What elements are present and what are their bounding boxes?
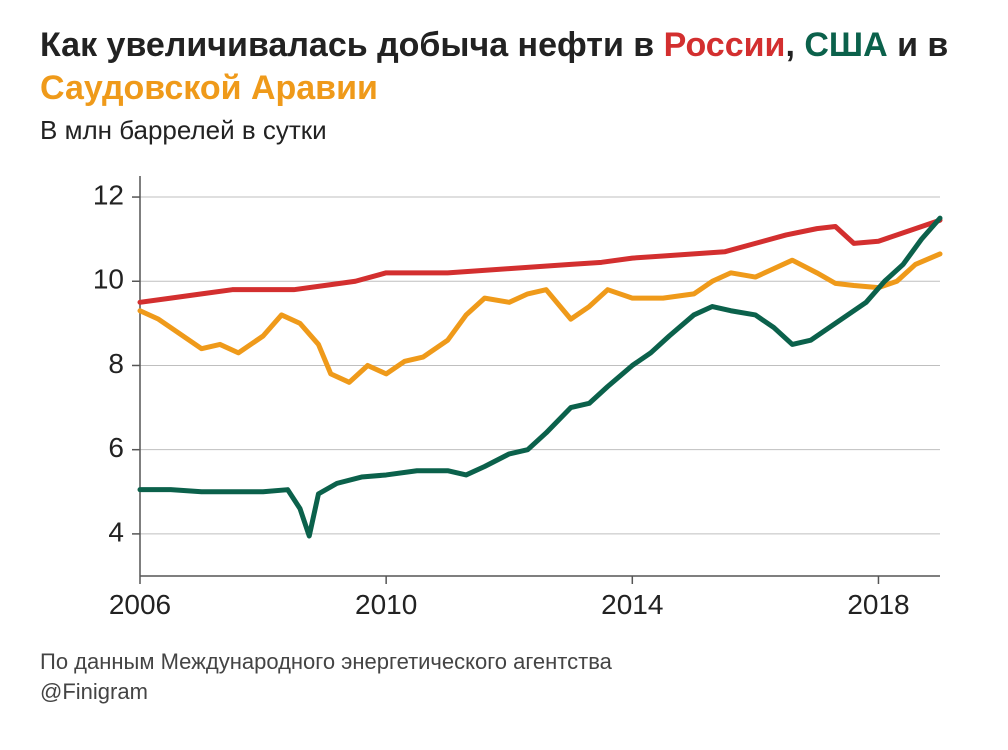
title-country-russia: России bbox=[664, 26, 786, 64]
chart-source: По данным Международного энергетического… bbox=[40, 647, 968, 706]
title-country-saudi: Саудовской Аравии bbox=[40, 69, 378, 107]
title-country-usa: США bbox=[804, 26, 887, 64]
chart-area: 4 6 8 10 12 2006 2010 2014 2018 bbox=[40, 156, 968, 641]
y-tick-label: 4 bbox=[108, 516, 124, 547]
y-tick-label: 10 bbox=[93, 264, 124, 295]
x-tick-label: 2018 bbox=[847, 589, 909, 620]
x-tick-label: 2010 bbox=[355, 589, 417, 620]
y-tick-label: 8 bbox=[108, 348, 124, 379]
source-line-2: @Finigram bbox=[40, 677, 968, 707]
chart-subtitle: В млн баррелей в сутки bbox=[40, 115, 968, 146]
source-line-1: По данным Международного энергетического… bbox=[40, 647, 968, 677]
y-tick-label: 12 bbox=[93, 179, 124, 210]
x-tick-label: 2006 bbox=[109, 589, 171, 620]
line-chart: 4 6 8 10 12 2006 2010 2014 2018 bbox=[40, 156, 960, 636]
title-sep1: , bbox=[785, 26, 804, 64]
title-prefix: Как увеличивалась добыча нефти в bbox=[40, 26, 664, 64]
x-tick-label: 2014 bbox=[601, 589, 663, 620]
title-sep2: и в bbox=[888, 26, 949, 64]
chart-title: Как увеличивалась добыча нефти в России,… bbox=[40, 24, 968, 109]
y-tick-label: 6 bbox=[108, 432, 124, 463]
